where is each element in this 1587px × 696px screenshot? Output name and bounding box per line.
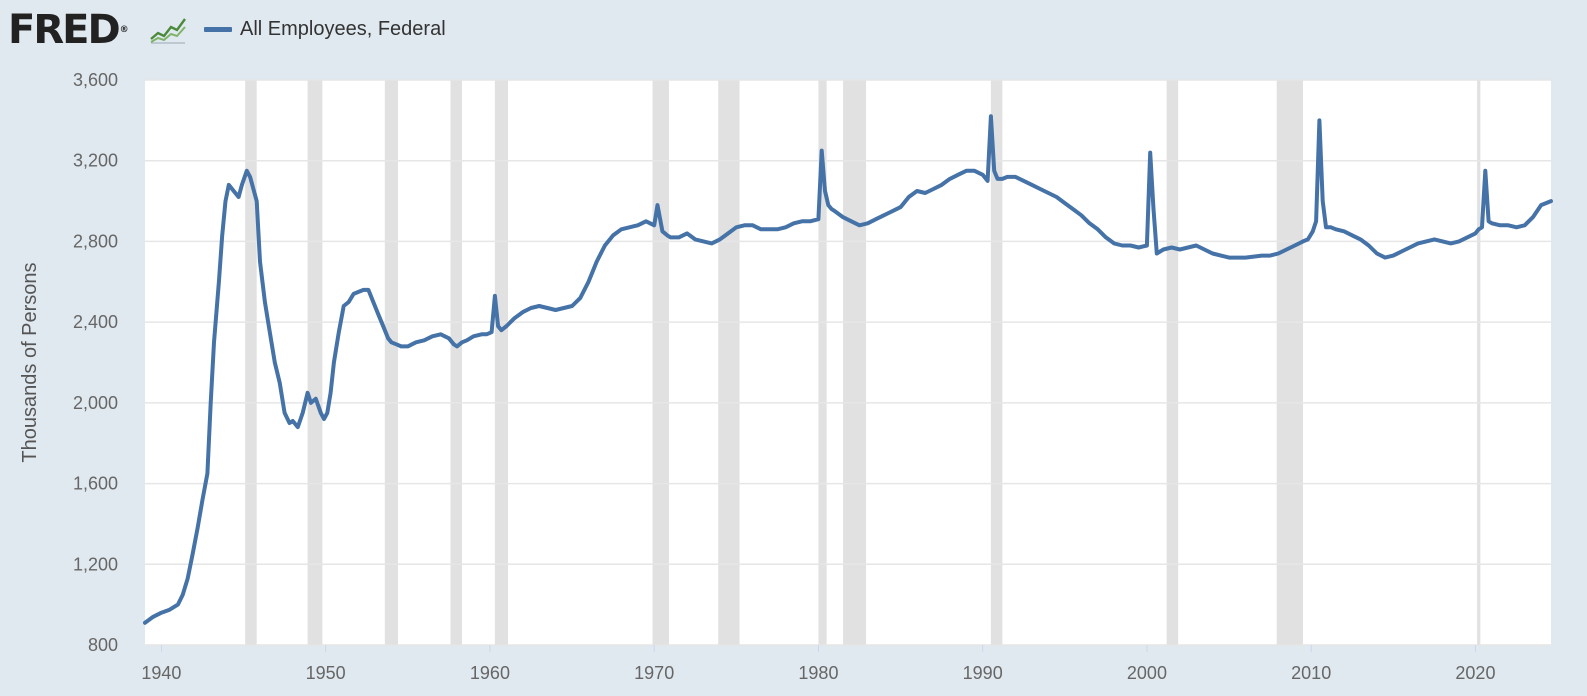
recession-band (1166, 80, 1179, 645)
x-axis-ticks: 1940 1950 1960 1970 1980 1990 2000 2010 2020 (141, 645, 1495, 683)
recession-bands (245, 80, 1481, 645)
x-tick-label: 1940 (141, 663, 181, 683)
x-tick-label: 2010 (1291, 663, 1331, 683)
recession-band (843, 80, 867, 645)
x-tick-label: 1950 (306, 663, 346, 683)
series-line[interactable] (143, 114, 1553, 625)
recession-band (307, 80, 323, 645)
y-tick-label: 1,600 (73, 474, 118, 494)
legend-item[interactable]: All Employees, Federal (204, 16, 446, 42)
recession-band (652, 80, 669, 645)
y-tick-label: 3,600 (73, 70, 118, 90)
x-tick-label: 2020 (1455, 663, 1495, 683)
recession-band (818, 80, 827, 645)
recession-band (450, 80, 463, 645)
x-tick-label: 1980 (798, 663, 838, 683)
recession-band (718, 80, 740, 645)
y-tick-label: 1,200 (73, 554, 118, 574)
line-chart-icon (149, 13, 187, 45)
recession-band (245, 80, 257, 645)
series-layer (143, 114, 1553, 625)
x-tick-label: 1990 (963, 663, 1003, 683)
x-tick-label: 2000 (1127, 663, 1167, 683)
y-tick-label: 2,000 (73, 393, 118, 413)
x-tick-label: 1960 (470, 663, 510, 683)
y-axis-ticks: 800 1,200 1,600 2,000 2,400 2,800 3,200 3,600 (73, 70, 118, 655)
recession-band (990, 80, 1003, 645)
recession-band (384, 80, 398, 645)
grid-lines (145, 79, 1551, 646)
legend-swatch (204, 26, 232, 32)
y-tick-label: 800 (88, 635, 118, 655)
recession-band (1477, 80, 1481, 645)
recession-band (494, 80, 508, 645)
recession-band (1276, 80, 1303, 645)
fred-logo[interactable]: FRED® (8, 7, 129, 53)
y-tick-label: 2,800 (73, 231, 118, 251)
legend-label: All Employees, Federal (240, 18, 446, 40)
y-axis-title: Thousands of Persons (19, 262, 41, 462)
y-tick-label: 2,400 (73, 312, 118, 332)
y-tick-label: 3,200 (73, 151, 118, 171)
chart-header: FRED® All Employees, Federal (0, 0, 1587, 60)
x-tick-label: 1970 (634, 663, 674, 683)
